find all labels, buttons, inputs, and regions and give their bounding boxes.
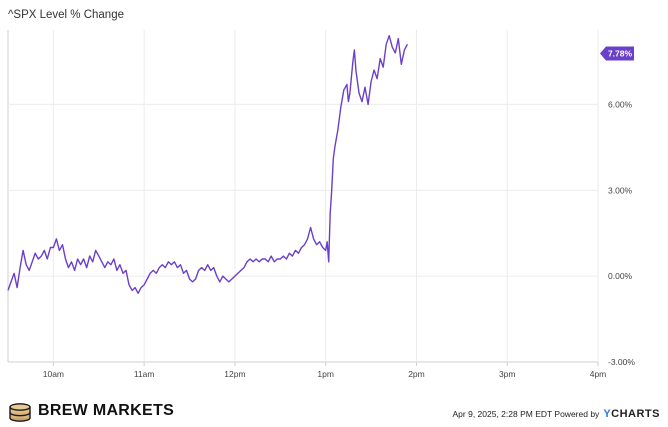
- y-axis-ticks: -3.00% 0.00% 3.00% 6.00%: [608, 99, 635, 367]
- y-tick-label: 0.00%: [608, 271, 633, 281]
- last-value-badge-shape: [600, 46, 634, 61]
- y-tick-label: 3.00%: [608, 185, 633, 195]
- footer: BREW MARKETS Apr 9, 2025, 2:28 PM EDT Po…: [0, 394, 668, 427]
- last-value-label: 7.78%: [608, 48, 633, 58]
- y-tick-label: -3.00%: [608, 357, 635, 367]
- last-value-badge: 7.78%: [600, 46, 634, 61]
- x-tick-label: 2pm: [408, 369, 425, 379]
- chart-title: ^SPX Level % Change: [8, 9, 124, 21]
- line-chart: -3.00% 0.00% 3.00% 6.00% 10am 11am 12pm 1pm 2pm…: [7, 30, 635, 379]
- x-tick-label: 1pm: [317, 369, 334, 379]
- x-axis-ticks: 10am 11am 12pm 1pm 2pm 3pm 4pm: [43, 369, 607, 379]
- coin-stack-icon: [9, 403, 31, 422]
- x-tick-label: 10am: [43, 369, 64, 379]
- ycharts-logo-rest: CHARTS: [611, 408, 660, 420]
- y-tick-label: 6.00%: [608, 99, 633, 109]
- x-tick-label: 3pm: [499, 369, 516, 379]
- brand-name: BREW MARKETS: [38, 402, 175, 419]
- x-tick-label: 11am: [134, 369, 155, 379]
- ycharts-logo[interactable]: YCHARTS: [603, 408, 660, 420]
- brand[interactable]: BREW MARKETS: [8, 400, 174, 422]
- ycharts-logo-y: Y: [603, 408, 612, 420]
- series-line: [7, 35, 409, 294]
- grid: [7, 30, 599, 366]
- x-tick-label: 4pm: [590, 369, 607, 379]
- credit-text: Apr 9, 2025, 2:28 PM EDT Powered by: [452, 409, 600, 419]
- x-tick-label: 12pm: [224, 369, 245, 379]
- series-layer: [7, 35, 409, 294]
- credit: Apr 9, 2025, 2:28 PM EDT Powered by YCHA…: [453, 408, 660, 420]
